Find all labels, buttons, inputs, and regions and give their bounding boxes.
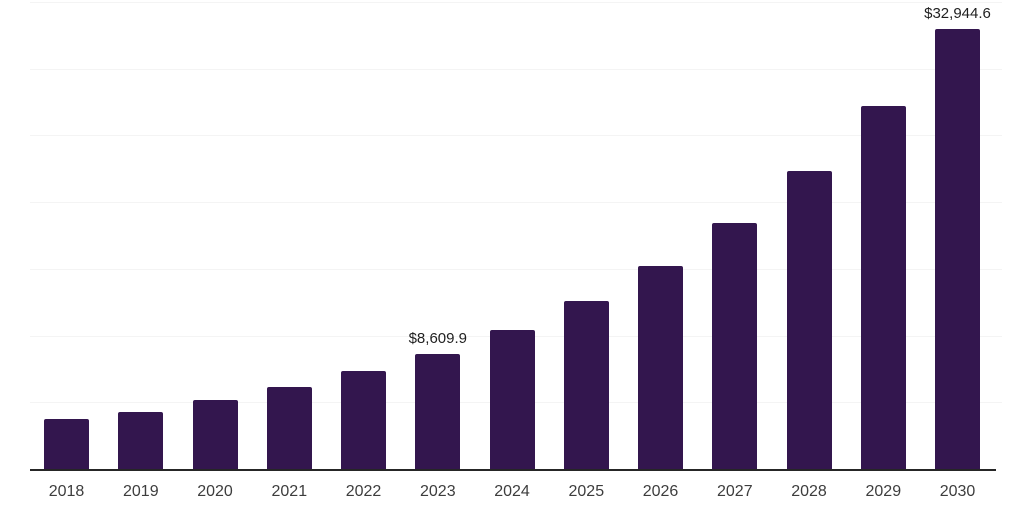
bar-2024 xyxy=(489,330,535,469)
x-tick-label-2029: 2029 xyxy=(865,483,902,500)
x-tick-label-2021: 2021 xyxy=(271,483,308,500)
x-tick-label-2020: 2020 xyxy=(197,483,233,500)
gridline xyxy=(30,202,1002,204)
bar-2023 xyxy=(415,354,461,469)
bar-2021 xyxy=(266,386,312,469)
x-tick-label-2025: 2025 xyxy=(568,483,605,500)
x-tick-label-2030: 2030 xyxy=(939,483,976,500)
bar-2028 xyxy=(786,170,832,469)
x-axis-line xyxy=(30,469,996,471)
bar-value-label-2023: $8,609.9 xyxy=(408,330,467,348)
bar-2018 xyxy=(44,419,89,469)
x-tick-label-2023: 2023 xyxy=(420,483,456,500)
bar-2030 xyxy=(935,29,980,469)
bar-2022 xyxy=(341,370,386,469)
x-tick-label-2027: 2027 xyxy=(717,483,753,500)
gridline xyxy=(30,2,1002,3)
x-tick-label-2019: 2019 xyxy=(123,483,159,500)
x-tick-label-2018: 2018 xyxy=(48,483,85,500)
bar-2027 xyxy=(712,222,758,469)
gridline xyxy=(30,68,1002,70)
bar-2029 xyxy=(860,106,906,469)
x-tick-label-2028: 2028 xyxy=(791,483,827,500)
gridline xyxy=(30,268,1002,270)
bar-2019 xyxy=(118,412,164,469)
x-tick-label-2026: 2026 xyxy=(642,483,679,500)
x-tick-label-2024: 2024 xyxy=(494,483,530,500)
bar-2026 xyxy=(638,266,683,469)
bar-value-label-2030: $32,944.6 xyxy=(924,5,991,23)
bar-2025 xyxy=(563,300,609,469)
bar-2020 xyxy=(192,399,238,469)
x-tick-label-2022: 2022 xyxy=(345,483,382,500)
gridline xyxy=(30,135,1002,137)
